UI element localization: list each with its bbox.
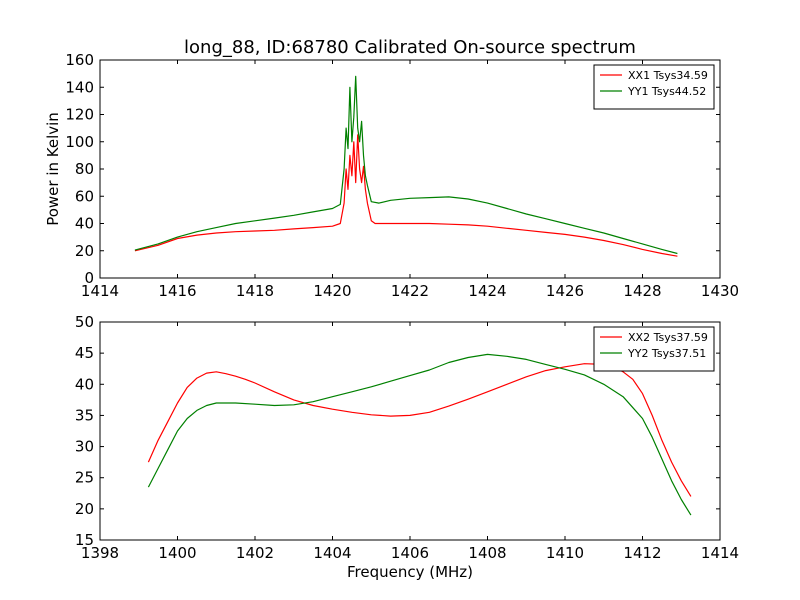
x-tick-label-0-2: 1418 — [236, 282, 274, 300]
y-tick-label-1-6: 45 — [75, 344, 94, 362]
y-tick-label-0-6: 120 — [65, 106, 94, 124]
top-panel: 1414 1416 1418 1420 1422 1424 1426 1428 1430 0 20 4… — [65, 51, 739, 300]
series-line-0-1 — [134, 75, 678, 255]
y-tick-label-0-8: 160 — [65, 51, 94, 69]
x-tick-label-1-4: 1406 — [391, 544, 429, 562]
x-tick-label-1-5: 1408 — [468, 544, 506, 562]
x-tick-label-1-7: 1412 — [623, 544, 661, 562]
y-tick-label-0-5: 100 — [65, 133, 94, 151]
legend-label-0-0: XX1 Tsys34.59 — [628, 69, 708, 82]
y-tick-label-1-4: 35 — [75, 406, 94, 424]
legend-box-1 — [593, 326, 715, 372]
y-tick-label-1-2: 25 — [75, 469, 94, 487]
x-tick-label-0-3: 1420 — [313, 282, 351, 300]
series-line-0-0 — [134, 134, 678, 257]
x-tick-label-1-1: 1400 — [158, 544, 196, 562]
figure-title: long_88, ID:68780 Calibrated On-source s… — [184, 37, 636, 58]
x-tick-label-1-0: 1398 — [81, 544, 119, 562]
x-tick-label-1-8: 1414 — [701, 544, 739, 562]
legend-label-1-1: YY2 Tsys37.51 — [627, 347, 706, 360]
x-tick-label-0-0: 1414 — [81, 282, 119, 300]
y-tick-label-0-3: 60 — [75, 187, 94, 205]
x-tick-label-0-5: 1424 — [468, 282, 506, 300]
y-tick-label-1-1: 20 — [75, 500, 94, 518]
series-line-1-0 — [147, 363, 692, 497]
x-tick-label-1-6: 1410 — [546, 544, 584, 562]
x-tick-label-0-4: 1422 — [391, 282, 429, 300]
y-tick-label-1-5: 40 — [75, 375, 94, 393]
x-tick-label-1-3: 1404 — [313, 544, 351, 562]
x-tick-label-0-7: 1428 — [623, 282, 661, 300]
x-tick-label-0-6: 1426 — [546, 282, 584, 300]
x-tick-label-1-2: 1402 — [236, 544, 274, 562]
bottom-panel: 1398 1400 1402 1404 1406 1408 1410 1412 1414 15 20… — [75, 313, 739, 562]
y-tick-label-0-4: 80 — [75, 160, 94, 178]
series-line-1-1 — [147, 353, 692, 516]
y-axis-label: Power in Kelvin — [44, 112, 62, 226]
x-tick-label-0-1: 1416 — [158, 282, 196, 300]
x-tick-label-0-8: 1430 — [701, 282, 739, 300]
y-tick-label-1-0: 15 — [75, 531, 94, 549]
legend-box-0 — [593, 64, 715, 110]
y-tick-label-1-7: 50 — [75, 313, 94, 331]
legend-label-1-0: XX2 Tsys37.59 — [628, 331, 708, 344]
y-tick-label-0-0: 0 — [84, 269, 94, 287]
y-tick-label-0-1: 20 — [75, 242, 94, 260]
legend-label-0-1: YY1 Tsys44.52 — [627, 85, 706, 98]
y-tick-label-0-2: 40 — [75, 215, 94, 233]
y-tick-label-0-7: 140 — [65, 78, 94, 96]
x-axis-label: Frequency (MHz) — [347, 563, 473, 581]
y-tick-label-1-3: 30 — [75, 438, 94, 456]
